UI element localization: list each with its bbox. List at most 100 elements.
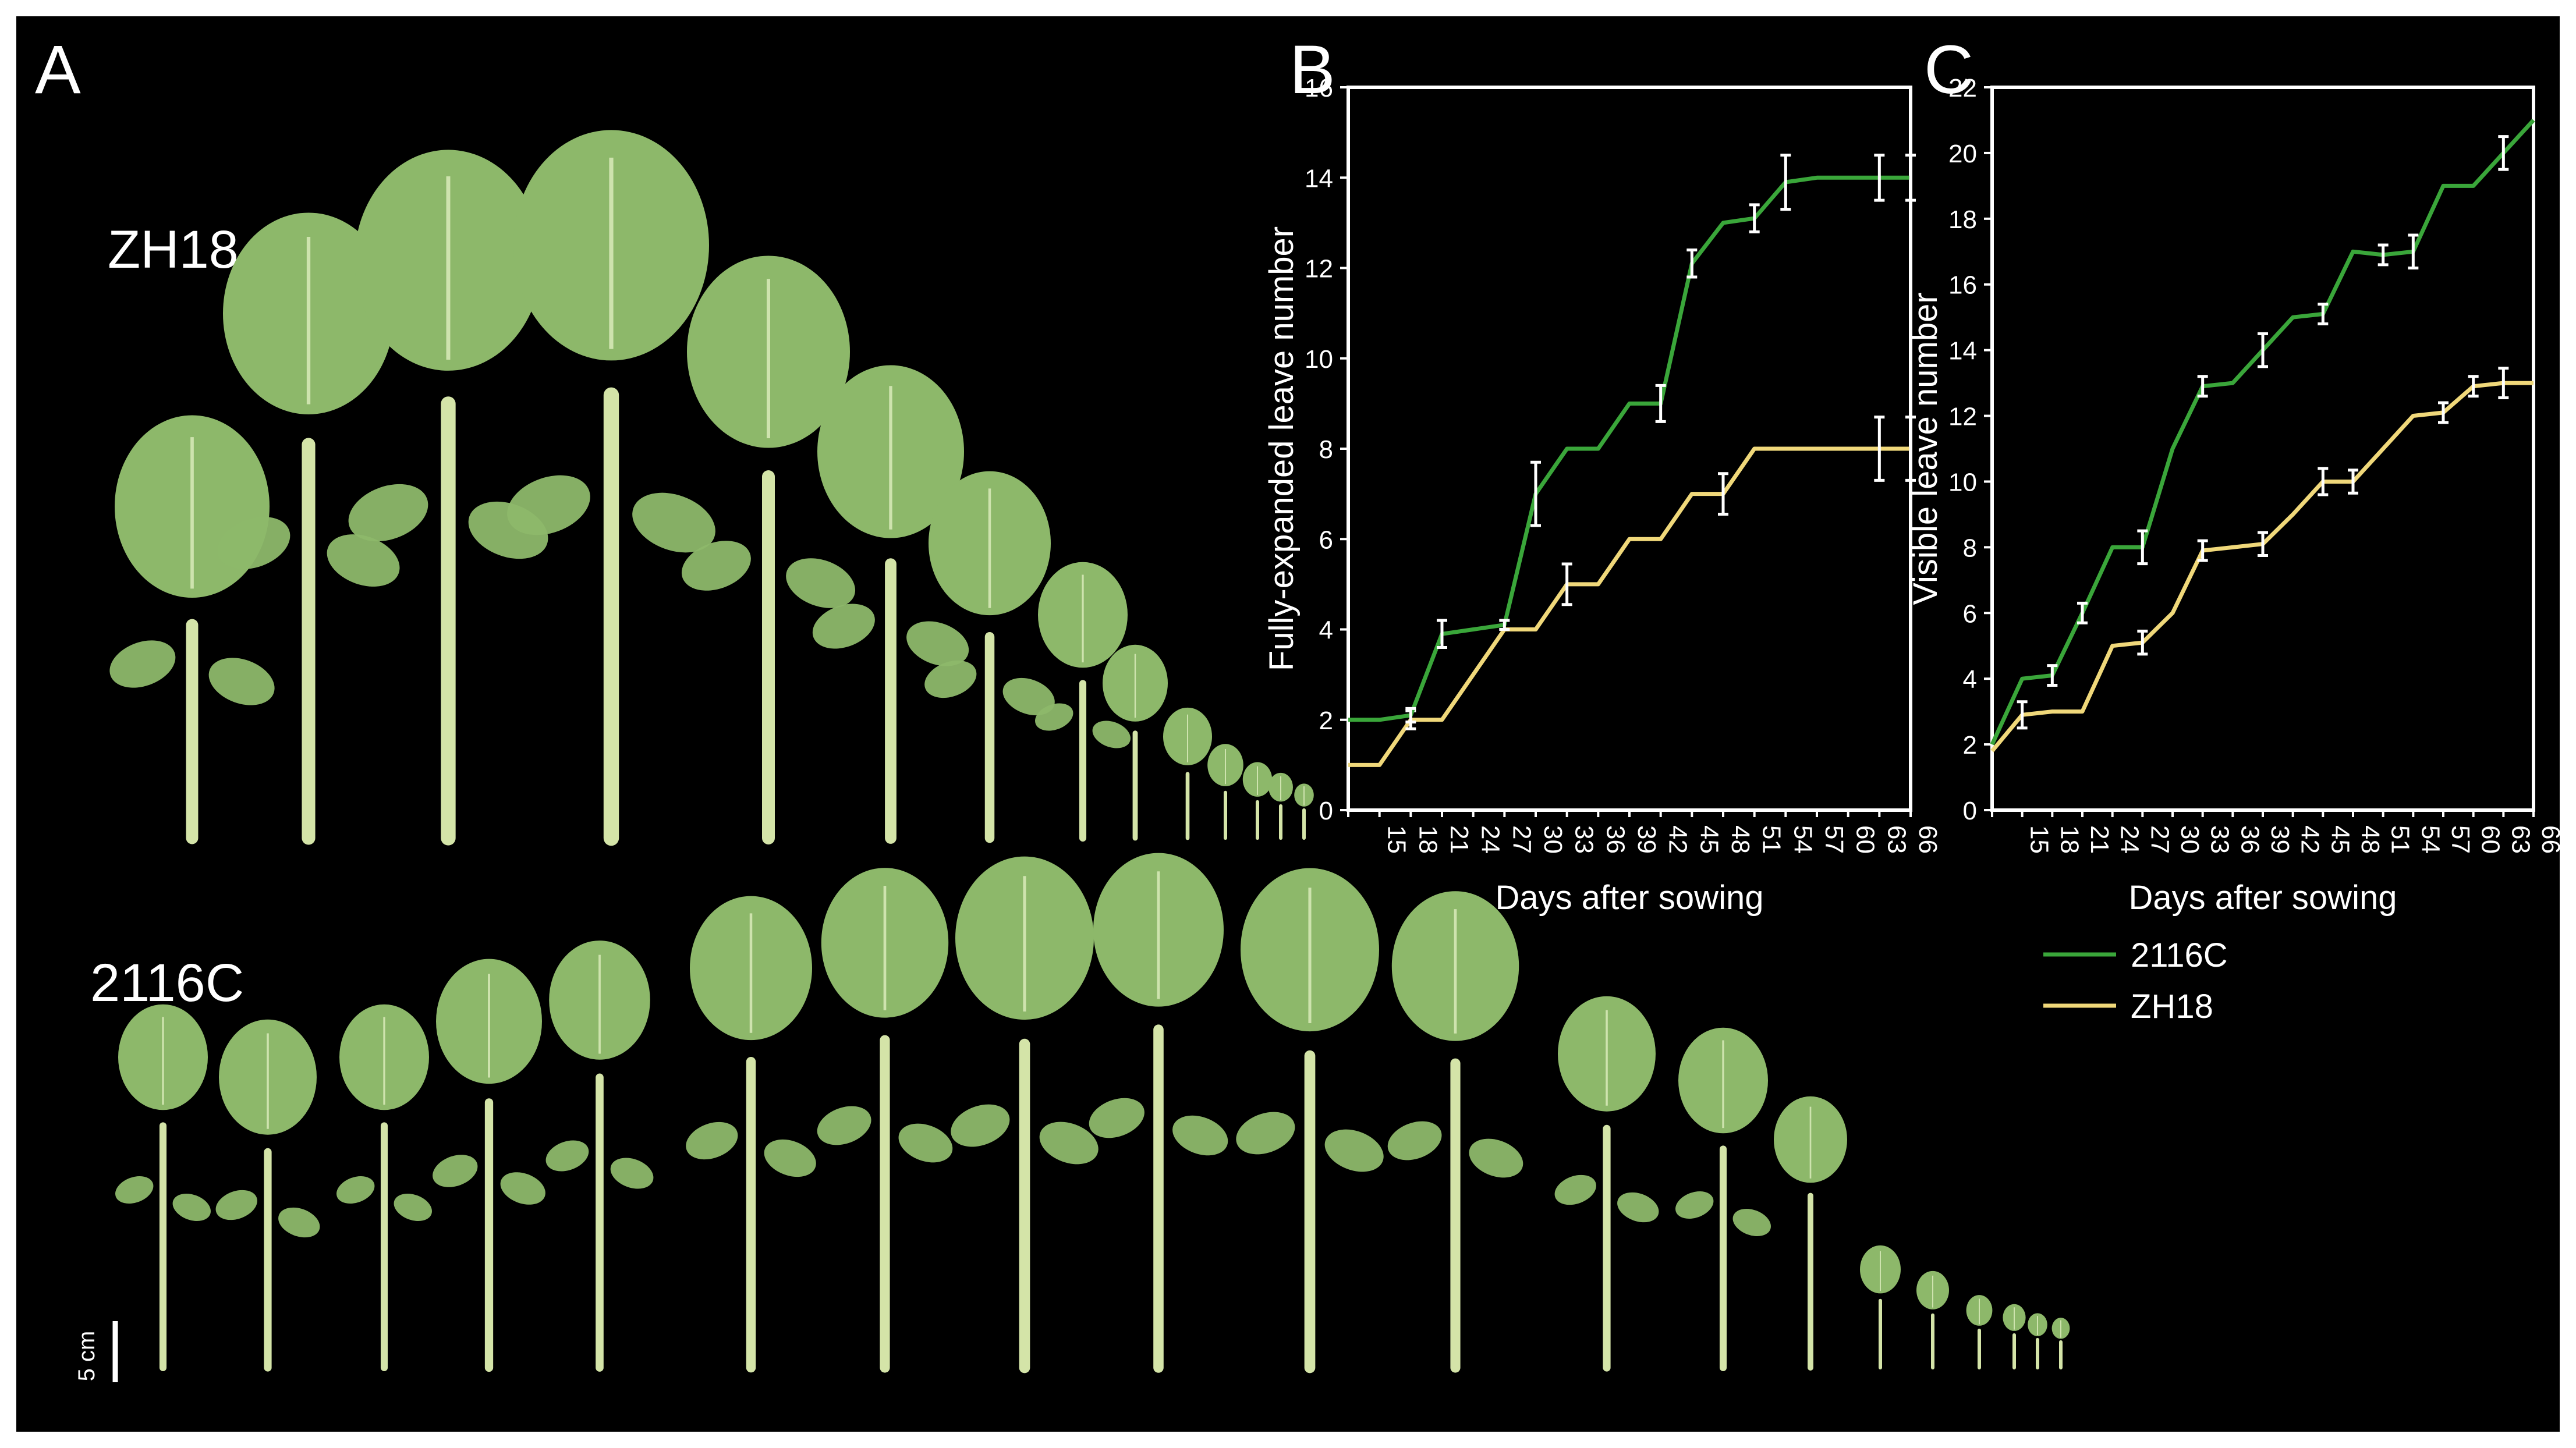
chart-b-y-tick-label: 12 bbox=[1305, 255, 1333, 283]
chart-b-y-tick-label: 4 bbox=[1319, 616, 1333, 645]
chart-b-x-tick-label: 45 bbox=[1695, 825, 1723, 854]
chart-c-error-bar-2116c bbox=[2377, 243, 2389, 267]
leaf bbox=[2051, 1318, 2070, 1369]
chart-c-error-bar-zh18 bbox=[2438, 401, 2449, 424]
chart-c-error-bar-2116c bbox=[2137, 529, 2148, 566]
leaf bbox=[924, 471, 1055, 843]
chart-b-x-tick-label: 60 bbox=[1851, 825, 1880, 854]
chart-c-x-tick-label: 54 bbox=[2416, 825, 2444, 854]
chart-b-error-bar-2116c bbox=[1780, 153, 1791, 211]
chart-c-x-tick-label: 63 bbox=[2506, 825, 2535, 854]
chart-b-x-tick-label: 51 bbox=[1758, 825, 1786, 854]
chart-c-x-tick-label: 48 bbox=[2356, 825, 2384, 854]
chart-b-x-tick-label: 63 bbox=[1882, 825, 1911, 854]
chart-c-x-tick-label: 21 bbox=[2085, 825, 2114, 854]
chart-c-x-tick-label: 33 bbox=[2206, 825, 2234, 854]
leaf bbox=[681, 255, 856, 844]
leaf bbox=[1268, 772, 1293, 840]
legend-label-zh18: ZH18 bbox=[2131, 988, 2213, 1025]
chart-c-y-tick-label: 14 bbox=[1948, 337, 1977, 365]
chart-c-error-bar-zh18 bbox=[2498, 367, 2509, 399]
chart-b-x-tick-label: 39 bbox=[1632, 825, 1661, 854]
chart-b-error-bar-2116c bbox=[1749, 203, 1760, 233]
chart-b-x-tick-label: 24 bbox=[1476, 825, 1505, 854]
chart-b-error-bar-2116c bbox=[1499, 619, 1510, 631]
chart-c-x-tick-label: 18 bbox=[2055, 825, 2084, 854]
chart-c-y-tick-label: 2 bbox=[1963, 731, 1977, 760]
leaf bbox=[336, 1004, 432, 1372]
leaf bbox=[951, 856, 1099, 1374]
chart-c-x-tick-label: 27 bbox=[2145, 825, 2174, 854]
chart-b-y-tick-label: 6 bbox=[1319, 526, 1333, 554]
chart-c-series-zh18-line bbox=[1990, 381, 2534, 753]
leaf bbox=[215, 1019, 320, 1372]
chart-b-error-bar-2116c bbox=[1655, 384, 1666, 423]
leaf bbox=[1163, 707, 1212, 840]
chart-b-x-tick-label: 15 bbox=[1383, 825, 1411, 854]
chart-b-y-tick-label: 16 bbox=[1305, 74, 1333, 102]
leaf bbox=[109, 415, 275, 844]
leaf bbox=[2003, 1304, 2026, 1369]
chart-b-series-zh18-line bbox=[1348, 446, 1911, 767]
legend: 2116C ZH18 bbox=[2043, 936, 2228, 1025]
chart-c-y-tick-label: 8 bbox=[1963, 534, 1977, 562]
chart-b-y-tick-label: 0 bbox=[1319, 797, 1333, 825]
leaf bbox=[433, 959, 545, 1372]
chart-c-frame bbox=[1990, 86, 2535, 812]
chart-c-error-bar-2116c bbox=[2408, 233, 2419, 269]
chart-c-x-tick-label: 36 bbox=[2235, 825, 2264, 854]
chart-c-x-tick-label: 39 bbox=[2266, 825, 2294, 854]
chart-b-x-tick-label: 33 bbox=[1570, 825, 1599, 854]
chart-c-error-bar-2116c bbox=[2077, 601, 2088, 624]
chart-b-x-tick-label: 30 bbox=[1539, 825, 1567, 854]
chart-c-error-bar-zh18 bbox=[2348, 469, 2358, 495]
chart-c-error-bar-2116c bbox=[2318, 303, 2329, 325]
panel-label-b: B bbox=[1289, 31, 1335, 108]
leaf bbox=[1675, 1027, 1771, 1372]
chart-c-error-bar-zh18 bbox=[2468, 375, 2479, 398]
chart-b-x-tick-label: 36 bbox=[1601, 825, 1629, 854]
chart-c-error-bar-zh18 bbox=[2258, 531, 2268, 557]
leaf bbox=[115, 1004, 211, 1372]
chart-b-x-tick-label: 42 bbox=[1664, 825, 1692, 854]
bottom-row-leaves bbox=[115, 853, 2070, 1374]
leaf bbox=[507, 130, 715, 846]
chart-b-error-bar-2116c bbox=[1405, 707, 1416, 724]
chart-c-y-tick-label: 10 bbox=[1948, 468, 1977, 496]
chart-b-x-tick-label: 18 bbox=[1413, 825, 1442, 854]
chart-b-x-axis-title: Days after sowing bbox=[1496, 879, 1764, 917]
chart-c-x-axis-title: Days after sowing bbox=[2129, 879, 2397, 917]
chart-c-y-tick-label: 12 bbox=[1948, 403, 1977, 431]
chart-c-error-bar-zh18 bbox=[2318, 467, 2329, 496]
chart-b-x-tick-label: 54 bbox=[1788, 825, 1817, 854]
chart-c-error-bar-zh18 bbox=[2137, 629, 2148, 656]
leaf bbox=[1236, 868, 1384, 1374]
scale-bar-label: 5 cm bbox=[74, 1331, 100, 1382]
leaf bbox=[1966, 1295, 1993, 1369]
chart-c-y-tick-label: 22 bbox=[1948, 74, 1977, 102]
chart-b-error-bar-2116c bbox=[1530, 460, 1541, 527]
chart-b-error-bar-zh18 bbox=[1718, 472, 1728, 516]
leaf bbox=[812, 365, 969, 844]
chart-b-x-tick-label: 27 bbox=[1507, 825, 1536, 854]
chart-b-error-bar-2116c bbox=[1686, 248, 1698, 279]
chart-b-error-bar-2116c bbox=[1874, 153, 1885, 202]
chart-b-x-tick-label: 48 bbox=[1726, 825, 1755, 854]
chart-b-fully-expanded: B Fully-expanded leave number Days after… bbox=[1263, 31, 1942, 917]
top-row-leaves bbox=[109, 130, 1314, 846]
panel-label-c: C bbox=[1924, 31, 1973, 108]
chart-b-error-bar-zh18 bbox=[1874, 416, 1885, 482]
leaf bbox=[1089, 853, 1228, 1373]
legend-label-2116c: 2116C bbox=[2131, 936, 2228, 974]
top-row-label: ZH18 bbox=[108, 220, 239, 279]
chart-c-x-tick-label: 15 bbox=[2025, 825, 2054, 854]
leaf bbox=[1035, 562, 1131, 842]
chart-c-series-2116c-line bbox=[1990, 119, 2535, 746]
leaf bbox=[686, 896, 816, 1373]
chart-c-x-tick-label: 57 bbox=[2446, 825, 2475, 854]
chart-b-y-tick-label: 14 bbox=[1305, 164, 1333, 193]
chart-b-error-bar-zh18 bbox=[1905, 416, 1916, 482]
chart-c-x-tick-label: 60 bbox=[2476, 825, 2505, 854]
leaf bbox=[817, 868, 953, 1373]
